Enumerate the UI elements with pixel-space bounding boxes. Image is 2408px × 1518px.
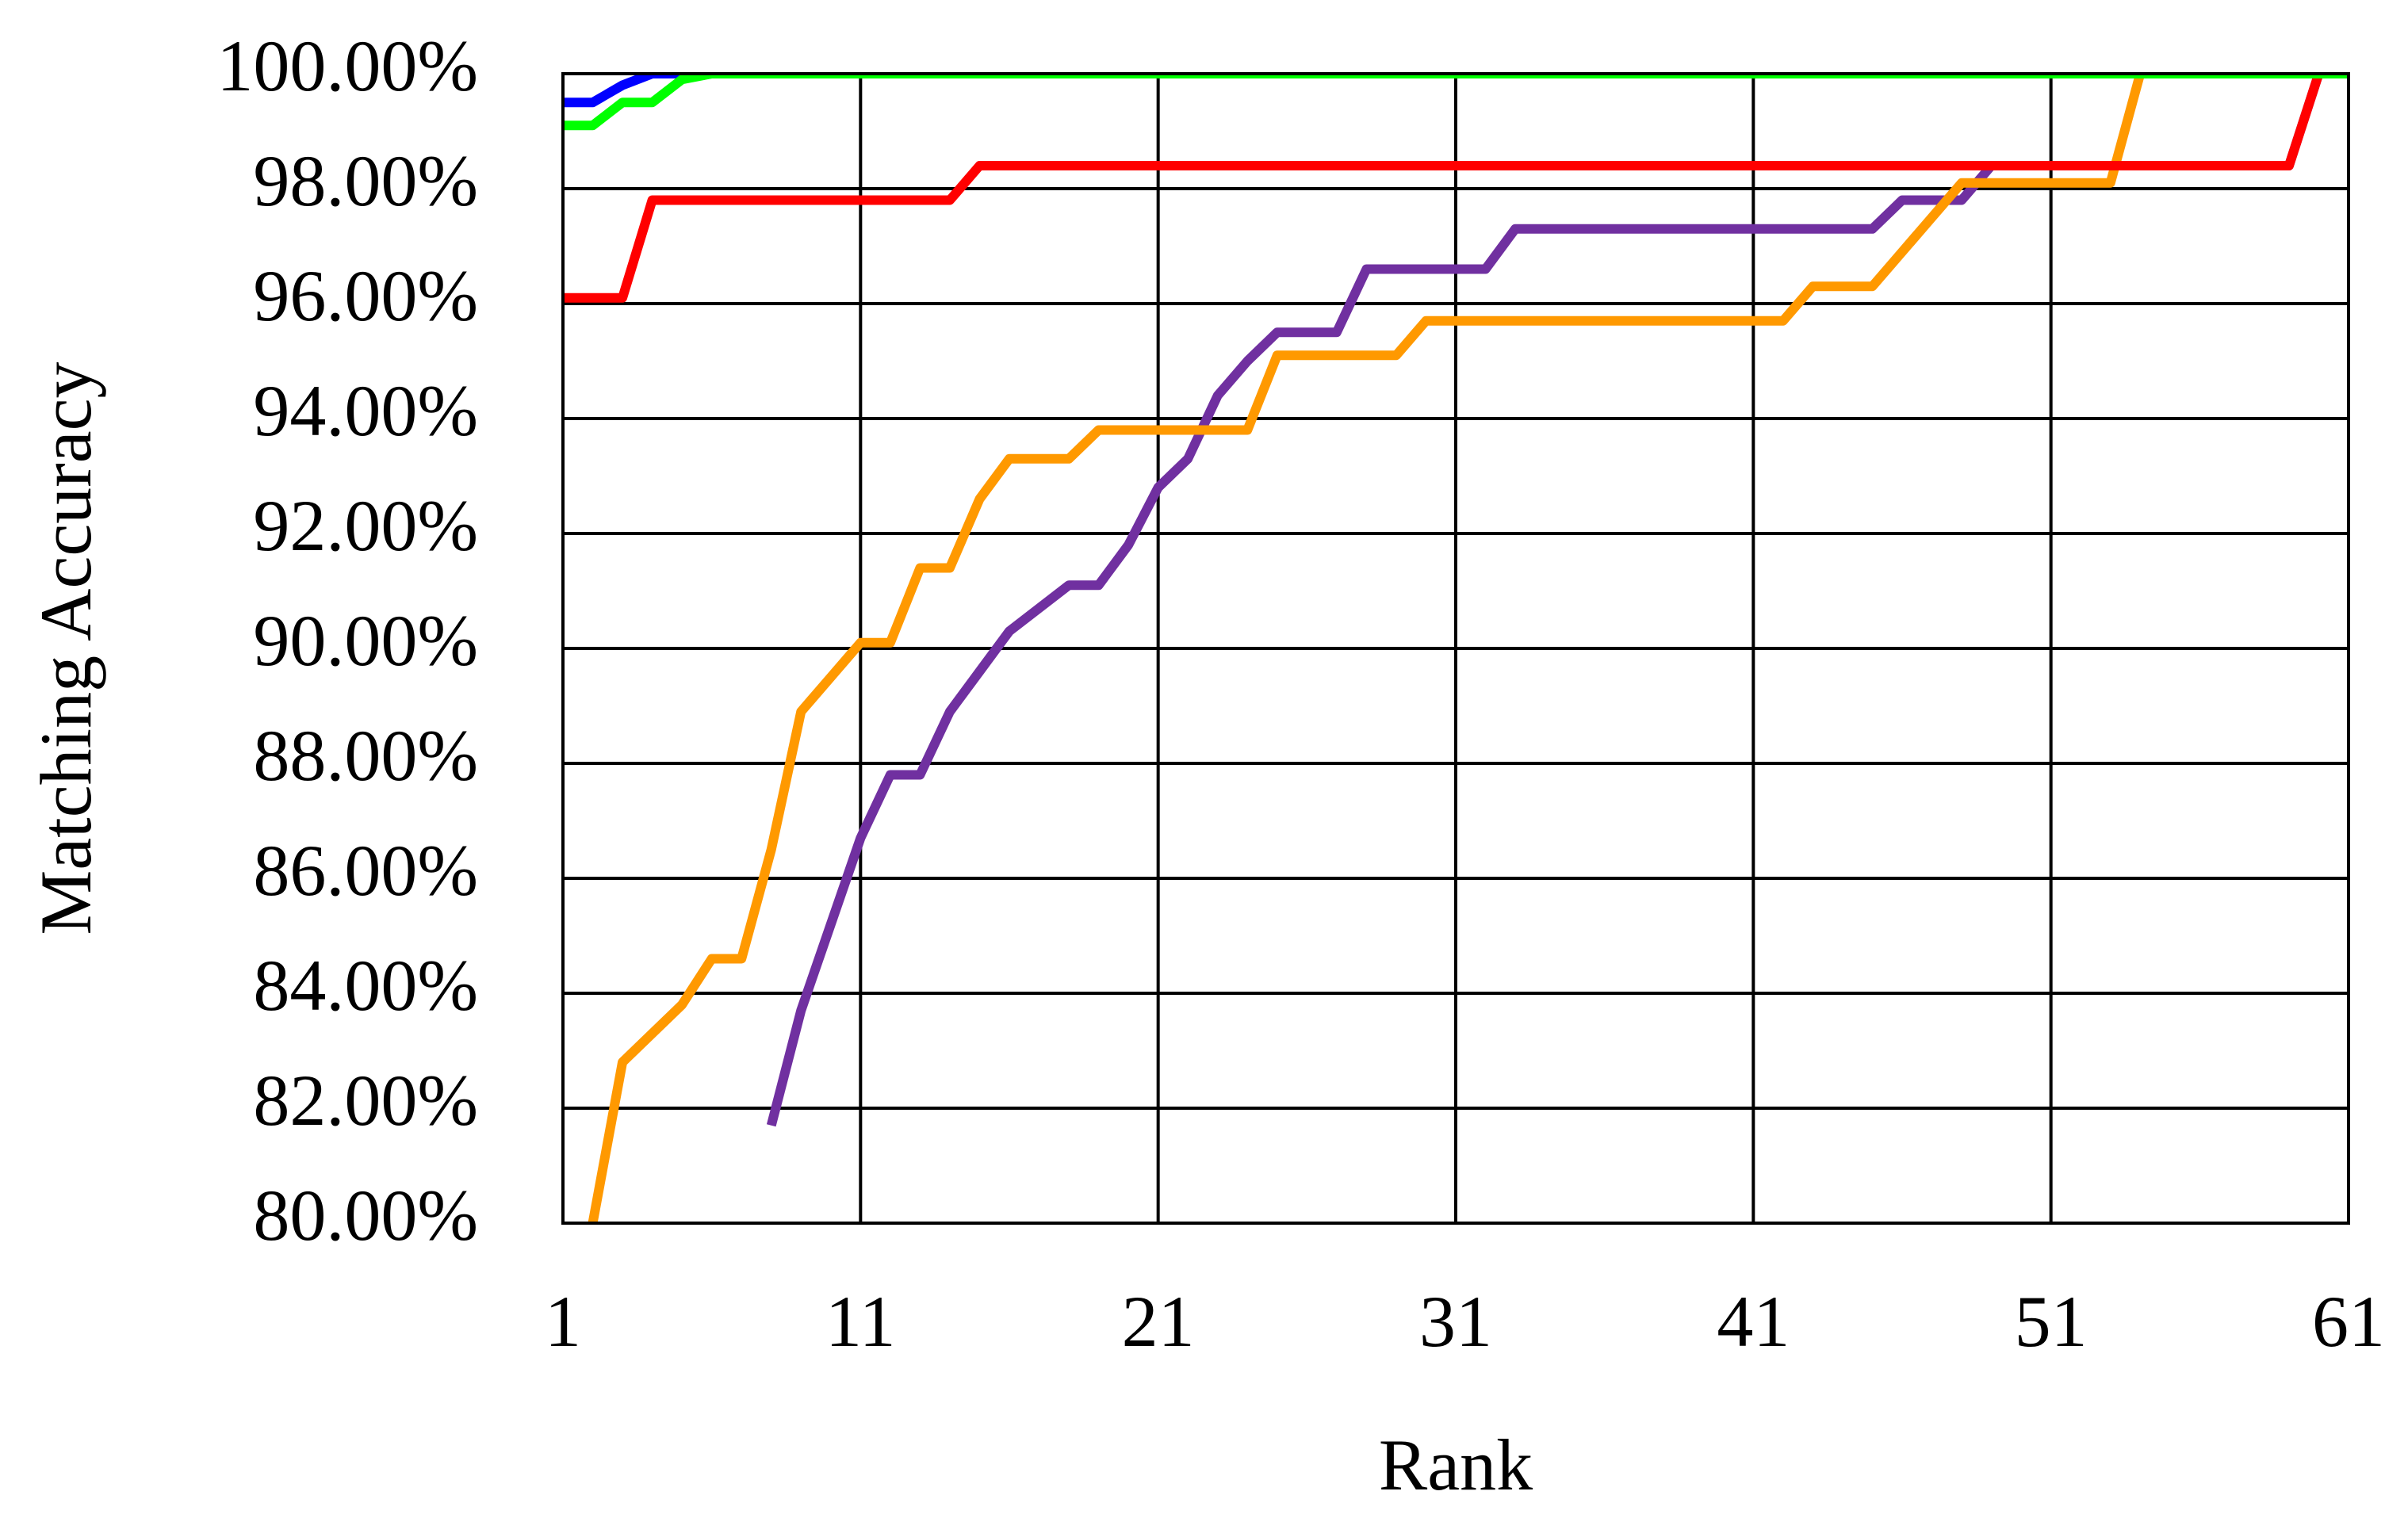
x-axis-title: Rank	[1379, 1424, 1533, 1505]
y-tick-label: 100.00%	[216, 25, 478, 106]
series-line	[766, 74, 2349, 1127]
y-tick-label: 80.00%	[253, 1175, 478, 1256]
y-axis-title: Matching Accuracy	[25, 362, 106, 935]
lines	[563, 74, 2349, 1223]
y-tick-label: 94.00%	[253, 370, 478, 451]
y-tick-label: 96.00%	[253, 255, 478, 336]
y-tick-label: 84.00%	[253, 945, 478, 1026]
y-tick-label: 98.00%	[253, 140, 478, 221]
x-tick-label: 51	[2015, 1281, 2088, 1362]
y-tick-label: 86.00%	[253, 830, 478, 911]
y-tick-label: 92.00%	[253, 485, 478, 566]
x-tick-label: 1	[545, 1281, 581, 1362]
series-line	[563, 74, 2349, 303]
x-tick-label: 11	[825, 1281, 896, 1362]
y-tick-label: 88.00%	[253, 715, 478, 796]
grid	[561, 72, 2350, 1225]
x-tick-label: 41	[1717, 1281, 1790, 1362]
series-line	[588, 74, 2349, 1223]
x-tick-label: 31	[1419, 1281, 1492, 1362]
y-tick-label: 82.00%	[253, 1060, 478, 1141]
x-tick-label: 21	[1122, 1281, 1195, 1362]
x-tick-label: 61	[2312, 1281, 2385, 1362]
y-tick-label: 90.00%	[253, 600, 478, 681]
plot-frame	[561, 72, 2350, 1225]
labels: 80.00% 82.00% 84.00% 86.00% 88.00% 90.00% 92.0…	[216, 25, 2385, 1362]
